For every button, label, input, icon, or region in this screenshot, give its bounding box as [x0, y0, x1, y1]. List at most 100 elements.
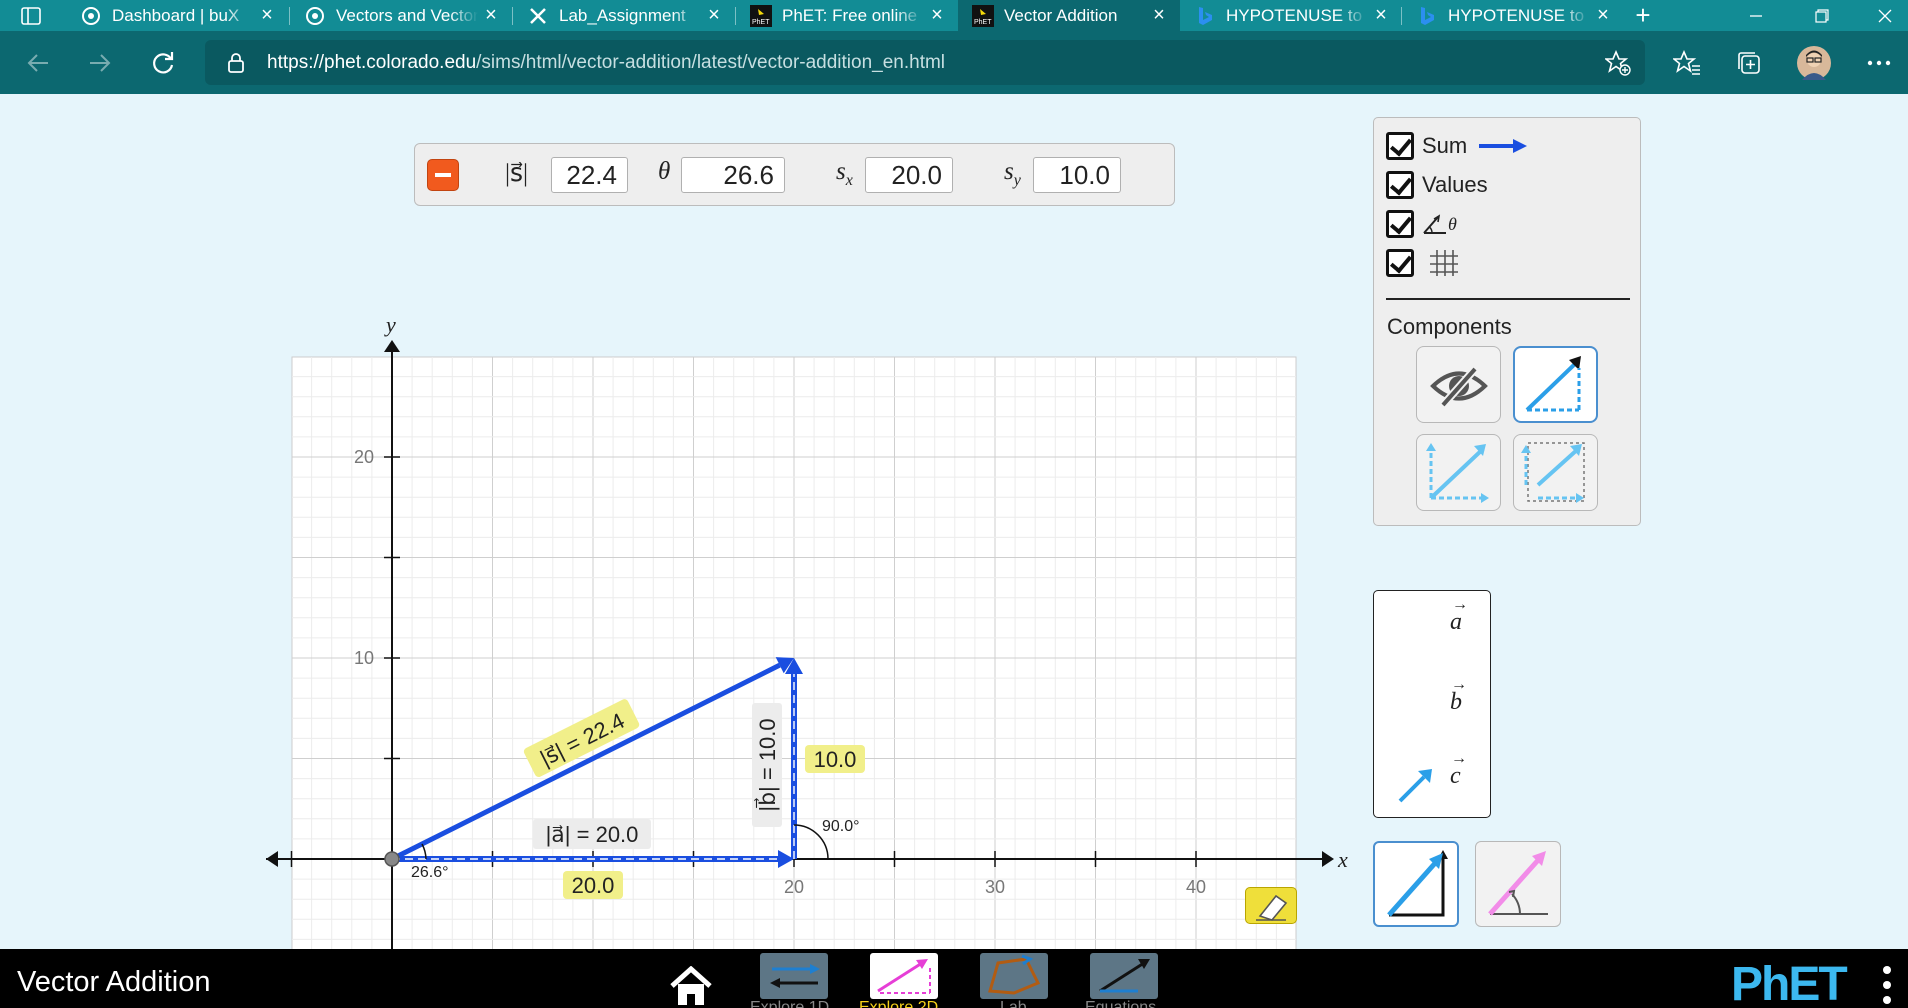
- sum-label-bg: [523, 699, 640, 778]
- add-favorite-icon[interactable]: [1603, 49, 1631, 76]
- components-hidden-button[interactable]: [1416, 346, 1501, 423]
- x-axis-arrow: [266, 851, 278, 867]
- minimize-icon[interactable]: [1733, 0, 1779, 31]
- close-window-icon[interactable]: [1862, 0, 1908, 31]
- y-component-badge: [805, 745, 865, 773]
- vector-graph[interactable]: 20 30 40 10 20 x y 20.0 10.0 |a⃗| = 20.0 |b⃗| = 1…: [260, 204, 1360, 1004]
- components-title: Components: [1387, 314, 1512, 339]
- url-bar[interactable]: https://phet.colorado.edu/sims/html/vect…: [205, 40, 1645, 85]
- vector-c-slot[interactable]: → c: [1450, 750, 1467, 789]
- screen-label-lab: Lab: [1000, 999, 1027, 1008]
- url-text[interactable]: https://phet.colorado.edu/sims/html/vect…: [267, 52, 946, 73]
- tab-title: Vectors and Vectors: [336, 5, 478, 25]
- x-component-value: 20.0: [572, 873, 615, 898]
- sum-checkbox[interactable]: Sum: [1386, 131, 1529, 161]
- phet-menu-icon[interactable]: [1882, 965, 1892, 1005]
- values-checkbox[interactable]: Values: [1386, 170, 1488, 200]
- tab-title: HYPOTENUSE to: [1448, 5, 1585, 25]
- checkbox-icon[interactable]: [1386, 132, 1414, 160]
- x-tick-label: 30: [985, 877, 1005, 897]
- bux-icon: [80, 5, 102, 27]
- close-icon[interactable]: ×: [708, 4, 720, 26]
- x-axis-arrow: [1322, 851, 1334, 867]
- forward-icon[interactable]: [80, 43, 120, 83]
- restore-icon[interactable]: [1799, 0, 1845, 31]
- screen-explore-1d[interactable]: [760, 953, 828, 999]
- home-icon[interactable]: [668, 966, 714, 1006]
- back-icon[interactable]: [18, 43, 58, 83]
- y-tick-label: 20: [354, 447, 374, 467]
- phet-icon: PhET: [972, 4, 994, 27]
- svg-text:PhET: PhET: [974, 19, 992, 26]
- lab-icon: [988, 954, 1041, 995]
- sum-values-panel: |s⃗| 22.4 θ 26.6 sx 20.0 sy 10.0: [414, 143, 1175, 206]
- tab-title: Dashboard | buX: [112, 5, 240, 25]
- components-projection-button[interactable]: [1513, 434, 1598, 511]
- tab-title: HYPOTENUSE to: [1226, 5, 1363, 25]
- close-icon[interactable]: ×: [261, 4, 273, 26]
- tab-phet-free[interactable]: PhET PhET: Free online ×: [736, 0, 958, 31]
- sum-vector-head: [775, 657, 794, 674]
- options-panel: Sum Values θ Components: [1373, 117, 1641, 526]
- sum-vector-line: [390, 662, 781, 862]
- x-logo-icon: [527, 5, 549, 27]
- sy-field: 10.0: [1033, 157, 1121, 193]
- checkbox-icon[interactable]: [1386, 249, 1414, 277]
- vector-b-head: [785, 658, 803, 674]
- tab-lab-assignment[interactable]: Lab_Assignment ×: [513, 0, 735, 31]
- bing-icon: [1416, 5, 1438, 27]
- close-icon[interactable]: ×: [1153, 4, 1165, 26]
- tab-vector-addition[interactable]: PhET Vector Addition ×: [958, 0, 1180, 31]
- close-icon[interactable]: ×: [485, 4, 497, 26]
- y-component-value: 10.0: [814, 747, 857, 772]
- eraser-button[interactable]: [1245, 887, 1297, 924]
- address-bar: https://phet.colorado.edu/sims/html/vect…: [0, 31, 1908, 94]
- screen-label-explore-1d: Explore 1D: [750, 999, 830, 1008]
- cartesian-mode-button[interactable]: [1373, 841, 1459, 927]
- phet-logo[interactable]: PhET: [1731, 958, 1848, 1008]
- avatar[interactable]: [1797, 46, 1831, 80]
- angle-checkbox[interactable]: θ: [1386, 209, 1457, 239]
- checkbox-icon[interactable]: [1386, 210, 1414, 238]
- vector-b-slot[interactable]: → b: [1450, 676, 1467, 715]
- more-options-icon[interactable]: [1862, 46, 1896, 80]
- screen-lab[interactable]: [980, 953, 1048, 999]
- vector-a-slot[interactable]: → a: [1450, 596, 1468, 635]
- tab-actions-icon[interactable]: [8, 0, 54, 31]
- close-icon[interactable]: ×: [1375, 4, 1387, 26]
- components-axes-icon: [1426, 443, 1489, 503]
- collections-icon[interactable]: [1732, 46, 1766, 80]
- tab-vectors[interactable]: Vectors and Vectors ×: [290, 0, 512, 31]
- sim-title: Vector Addition: [17, 966, 211, 998]
- close-icon[interactable]: ×: [931, 4, 943, 26]
- values-checkbox-label: Values: [1422, 172, 1488, 197]
- phet-icon: PhET: [750, 4, 772, 27]
- screen-label-explore-2d: Explore 2D: [859, 999, 939, 1008]
- tab-hypotenuse-1[interactable]: HYPOTENUSE to ×: [1180, 0, 1402, 31]
- bux-icon: [304, 5, 326, 27]
- components-parallelogram-button[interactable]: [1416, 434, 1501, 511]
- close-icon[interactable]: ×: [1597, 4, 1609, 26]
- polar-mode-button[interactable]: [1475, 841, 1561, 927]
- tab-title: Vector Addition: [1004, 5, 1118, 25]
- components-triangle-button[interactable]: [1513, 346, 1598, 423]
- collapse-button[interactable]: [427, 159, 459, 191]
- screen-equations[interactable]: [1090, 953, 1158, 999]
- components-projection-icon: [1521, 442, 1585, 503]
- screen-explore-2d[interactable]: [870, 953, 938, 999]
- new-tab-button[interactable]: +: [1635, 0, 1651, 30]
- favorites-icon[interactable]: [1670, 46, 1704, 80]
- lock-icon[interactable]: [225, 52, 247, 74]
- refresh-icon[interactable]: [143, 43, 183, 83]
- angle-b-label: 90.0°: [822, 818, 860, 835]
- tab-dashboard[interactable]: Dashboard | buX ×: [66, 0, 288, 31]
- theta-field: 26.6: [681, 157, 785, 193]
- vector-c-arrow-icon[interactable]: [1396, 765, 1436, 805]
- origin-handle: [384, 851, 400, 867]
- magnitude-field: 22.4: [551, 157, 628, 193]
- tab-hypotenuse-2[interactable]: HYPOTENUSE to ×: [1402, 0, 1624, 31]
- sx-label: sx: [836, 158, 853, 189]
- grid-checkbox[interactable]: [1386, 248, 1460, 278]
- components-triangle-icon: [1525, 356, 1581, 412]
- checkbox-icon[interactable]: [1386, 171, 1414, 199]
